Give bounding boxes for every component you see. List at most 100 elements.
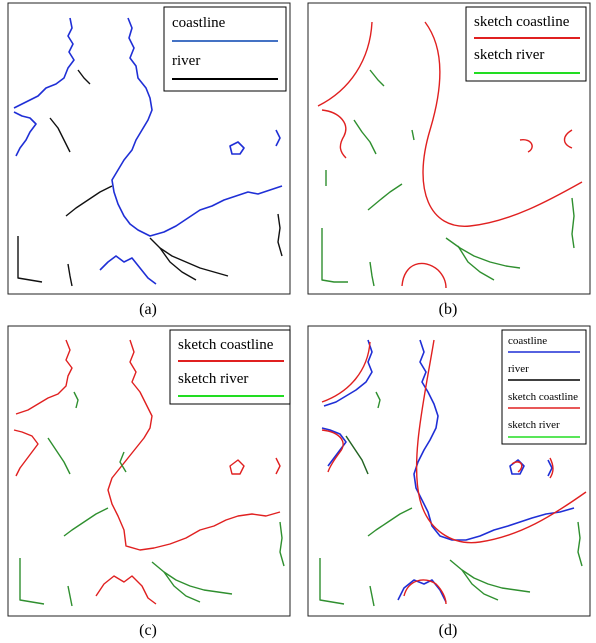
panel-caption: (c) [139,622,157,639]
sketch-river-path [119,451,127,473]
sketch-coastline-path [107,339,281,551]
sketch-coastline-path [422,21,583,227]
sketch-river-path [369,261,375,287]
sketch-river-path [369,585,375,607]
coastline-path [111,17,283,237]
river-path [345,435,369,475]
river-path [77,69,91,85]
panel-a-coastlines [13,17,283,285]
panel-b-frame [307,2,591,295]
panel-d: coastline river sketch coastline sketch … [307,325,591,639]
panel-caption: (a) [139,301,157,318]
sketch-coastline-path [321,429,344,473]
sketch-coastline-path [401,262,447,289]
legend-label-sketch-river: sketch river [508,419,560,431]
sketch-coastline-path [321,341,371,403]
sketch-coastline-path [415,339,587,544]
sketch-river-path [151,561,233,595]
legend-box [501,329,587,445]
sketch-river-path [345,435,369,475]
river-path [67,263,73,287]
sketch-river-path [457,245,495,281]
sketch-river-path [369,69,385,87]
sketch-coastline-path [549,457,554,479]
sketch-river-path [411,129,415,141]
sketch-coastline-path [519,139,533,153]
coastline-path [13,17,75,109]
panel-d-rivers [319,391,583,607]
river-path [65,185,113,217]
sketch-river-path [73,391,79,409]
panel-caption: (d) [439,622,458,639]
legend-box [465,6,587,82]
coastline-path [275,129,281,147]
panel-a-rivers [17,69,283,287]
sketch-coastline-path [95,575,157,605]
legend-label-sketch-coastline: sketch coastline [474,14,570,30]
coastline-path [13,111,37,157]
sketch-coastline-path [511,461,523,473]
legend-label-sketch-coastline: sketch coastline [508,391,578,403]
legend-label-coastline: coastline [172,15,226,31]
legend-box [163,6,287,92]
coastline-path [547,459,553,477]
legend-label-coastline: coastline [508,335,547,347]
river-path [159,247,197,281]
coastline-path [99,255,157,285]
panel-a: coastline river (a) [7,2,291,318]
panel-b-sketch-coastlines [317,21,583,289]
coastline-path [323,339,373,407]
panel-d-frame [307,325,591,617]
sketch-coastline-path [15,339,73,415]
coastline-path [321,427,347,467]
sketch-river-path [367,507,413,537]
sketch-river-path [47,437,71,475]
panel-caption: (b) [439,301,458,318]
sketch-river-path [449,559,531,593]
panel-b: sketch coastline sketch river (b) [307,2,591,318]
sketch-coastline-path [317,21,373,107]
legend-label-sketch-coastline: sketch coastline [178,337,274,353]
coastline-path [509,459,525,475]
panel-c-frame [7,325,291,617]
panel-a-legend: coastline river [163,6,287,92]
sketch-coastline-path [13,429,39,477]
sketch-coastline-path [275,457,281,475]
sketch-river-path [67,585,73,607]
sketch-river-path [319,558,345,605]
panel-d-sketch-coastlines [321,339,587,605]
panel-c-sketch-rivers [19,391,285,607]
sketch-coastline-path [563,129,573,149]
legend-label-river: river [172,53,200,69]
coastline-path [229,141,245,155]
legend-label-sketch-river: sketch river [474,47,544,63]
panel-c: sketch coastline sketch river (c) [7,325,291,639]
legend-label-river: river [508,363,529,375]
coastline-path [397,579,447,603]
sketch-river-path [19,558,45,605]
sketch-river-path [577,521,583,567]
sketch-river-path [321,228,348,283]
sketch-coastline-path [321,109,347,159]
sketch-river-path [63,507,109,537]
panel-b-sketch-rivers [321,69,575,287]
river-path [277,213,283,257]
sketch-river-path [461,569,499,601]
panel-d-legend: coastline river sketch coastline sketch … [501,329,587,445]
sketch-river-path [163,571,201,603]
sketch-river-path [279,521,285,567]
sketch-river-path [445,237,521,269]
legend-label-sketch-river: sketch river [178,371,248,387]
sketch-coastline-path [229,459,245,475]
sketch-river-path [353,119,377,155]
river-path [149,237,229,277]
river-path [49,117,71,153]
panel-a-frame [7,2,291,295]
panel-b-legend: sketch coastline sketch river [465,6,587,82]
panel-c-legend: sketch coastline sketch river [169,329,291,405]
sketch-river-path [367,183,403,211]
sketch-river-path [375,391,381,409]
sketch-river-path [571,197,575,249]
sketch-coastline-path [403,579,447,605]
